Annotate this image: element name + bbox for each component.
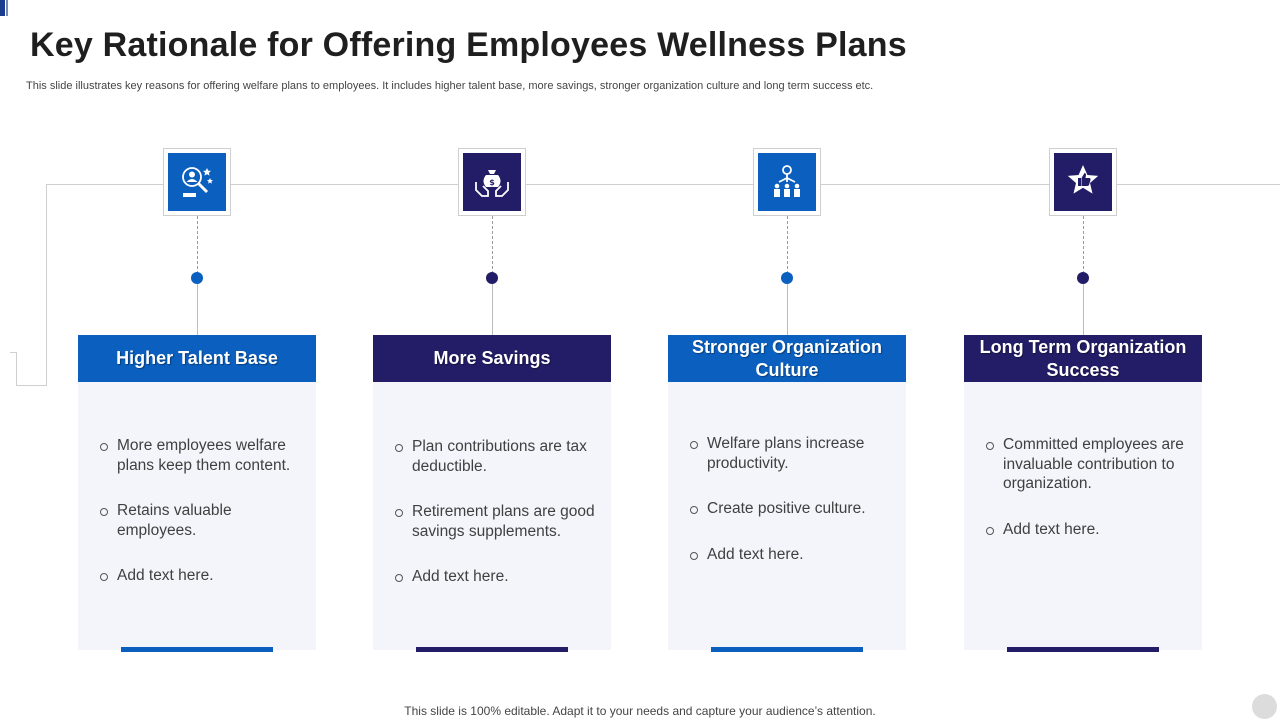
timeline-dot [781,272,793,284]
timeline-line [46,184,1280,185]
footer-note: This slide is 100% editable. Adapt it to… [404,704,876,718]
rationale-column-culture: Welfare plans increase productivity. Cre… [668,0,906,720]
card-footer-bar [1007,647,1159,652]
bullet-item: Create positive culture. [690,499,900,519]
slide-nav-button[interactable] [1252,694,1277,719]
bullet-list: Committed employees are invaluable contr… [986,435,1196,565]
card-heading: Higher Talent Base [78,335,316,382]
bullet-list: More employees welfare plans keep them c… [100,436,310,612]
timeline-connector [46,184,47,386]
timeline-dot [1077,272,1089,284]
dashed-connector [197,216,198,274]
star-thumbs-up-icon [1054,153,1112,211]
card-footer-bar [416,647,568,652]
bullet-item: Welfare plans increase productivity. [690,434,900,473]
timeline-connector-tail [16,352,17,386]
dashed-connector [787,216,788,274]
page-title: Key Rationale for Offering Employees Wel… [30,26,907,64]
team-growth-icon [758,153,816,211]
timeline-dot [191,272,203,284]
corner-accent-line [6,0,8,16]
bullet-item: Add text here. [690,545,900,565]
card-heading: Stronger Organization Culture [668,335,906,382]
talent-search-icon [168,153,226,211]
card-footer-bar [711,647,863,652]
bullet-item: More employees welfare plans keep them c… [100,436,310,475]
icon-frame: $ [458,148,526,216]
card-body: More employees welfare plans keep them c… [78,382,316,650]
bullet-item: Retirement plans are good savings supple… [395,502,605,541]
bullet-item: Plan contributions are tax deductible. [395,437,605,476]
card-body: Welfare plans increase productivity. Cre… [668,382,906,650]
rationale-column-talent: More employees welfare plans keep them c… [78,0,316,720]
money-bag-hands-icon: $ [463,153,521,211]
corner-accent [0,0,5,16]
rationale-column-savings: $ Plan contributions are tax deductible.… [373,0,611,720]
icon-frame [163,148,231,216]
timeline-connector-end [10,352,17,353]
bullet-item: Add text here. [395,567,605,587]
bullet-item: Committed employees are invaluable contr… [986,435,1196,494]
stem-line [1083,284,1084,336]
bullet-item: Retains valuable employees. [100,501,310,540]
dashed-connector [1083,216,1084,274]
stem-line [492,284,493,336]
card-body: Committed employees are invaluable contr… [964,382,1202,650]
bullet-list: Welfare plans increase productivity. Cre… [690,434,900,590]
icon-frame [1049,148,1117,216]
bullet-list: Plan contributions are tax deductible. R… [395,437,605,613]
stem-line [197,284,198,336]
svg-text:$: $ [489,178,495,187]
card-footer-bar [121,647,273,652]
timeline-connector-bottom [16,385,47,386]
bullet-item: Add text here. [100,566,310,586]
page-subtitle: This slide illustrates key reasons for o… [26,80,874,92]
dashed-connector [492,216,493,274]
card-heading: More Savings [373,335,611,382]
card-heading: Long Term Organization Success [964,335,1202,382]
icon-frame [753,148,821,216]
rationale-column-success: Committed employees are invaluable contr… [964,0,1202,720]
stem-line [787,284,788,336]
bullet-item: Add text here. [986,520,1196,540]
timeline-dot [486,272,498,284]
card-body: Plan contributions are tax deductible. R… [373,382,611,650]
